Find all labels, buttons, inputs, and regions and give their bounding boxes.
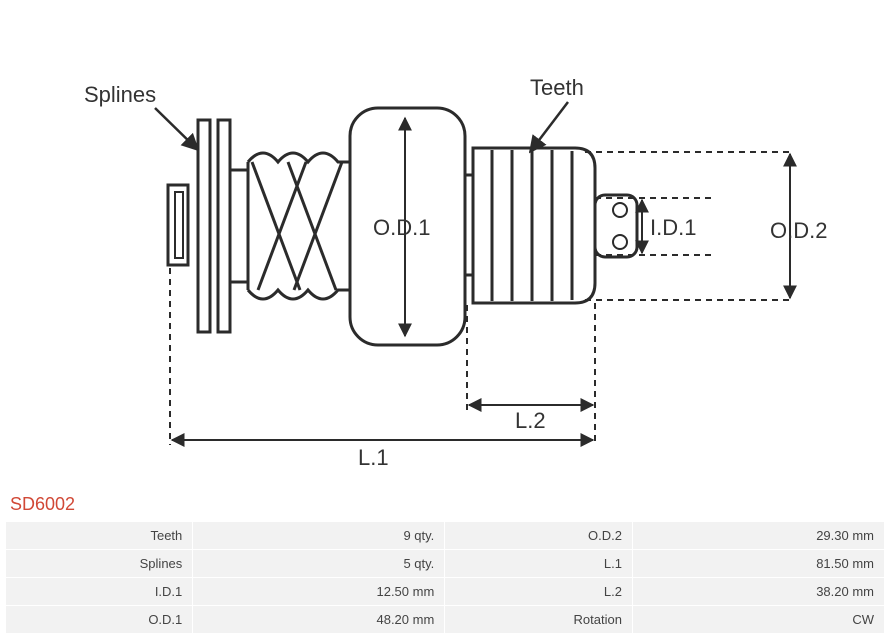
part-code: SD6002 (0, 494, 889, 515)
table-row: Splines 5 qty. L.1 81.50 mm (6, 550, 884, 577)
cell-value: 29.30 mm (633, 522, 884, 549)
technical-diagram: Splines Teeth O.D.1 I.D.1 O.D.2 L.2 L.1 (0, 0, 889, 490)
cell-key: Teeth (6, 522, 192, 549)
cell-value: 38.20 mm (633, 578, 884, 605)
cell-value: 12.50 mm (193, 578, 444, 605)
label-l2: L.2 (515, 408, 546, 434)
spec-table: Teeth 9 qty. O.D.2 29.30 mm Splines 5 qt… (5, 521, 885, 634)
cell-value: 48.20 mm (193, 606, 444, 633)
cell-value: 9 qty. (193, 522, 444, 549)
diagram-svg (0, 0, 889, 490)
cell-key: I.D.1 (6, 578, 192, 605)
cell-key: O.D.1 (6, 606, 192, 633)
label-id1: I.D.1 (650, 215, 696, 241)
cell-value: 81.50 mm (633, 550, 884, 577)
table-row: I.D.1 12.50 mm L.2 38.20 mm (6, 578, 884, 605)
label-splines: Splines (84, 82, 156, 108)
cell-key: Splines (6, 550, 192, 577)
cell-value: CW (633, 606, 884, 633)
cell-key: L.1 (445, 550, 632, 577)
label-teeth: Teeth (530, 75, 584, 101)
cell-key: Rotation (445, 606, 632, 633)
cell-key: L.2 (445, 578, 632, 605)
table-row: Teeth 9 qty. O.D.2 29.30 mm (6, 522, 884, 549)
label-l1: L.1 (358, 445, 389, 471)
cell-value: 5 qty. (193, 550, 444, 577)
label-od2: O.D.2 (770, 218, 827, 244)
table-row: O.D.1 48.20 mm Rotation CW (6, 606, 884, 633)
cell-key: O.D.2 (445, 522, 632, 549)
label-od1: O.D.1 (373, 215, 430, 241)
